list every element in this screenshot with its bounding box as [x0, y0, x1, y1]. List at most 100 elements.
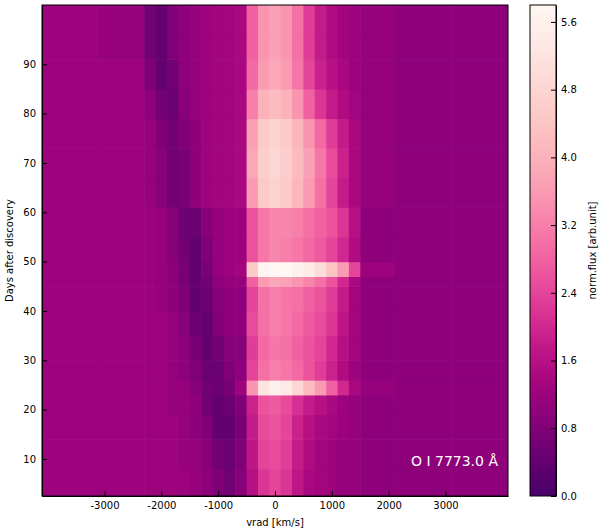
heatmap-cell — [360, 5, 395, 35]
heatmap-cell — [349, 439, 361, 469]
heatmap-cell — [212, 262, 224, 277]
heatmap-cell — [394, 5, 451, 35]
heatmap-cell — [338, 148, 350, 178]
tick-mark — [389, 491, 390, 496]
heatmap-cell — [156, 148, 168, 178]
heatmap-cell — [156, 311, 168, 336]
tick-label: 40 — [23, 306, 36, 317]
heatmap-cell — [303, 360, 315, 380]
heatmap-cell — [281, 178, 293, 208]
heatmap-cell — [338, 380, 350, 395]
heatmap-cell — [212, 178, 224, 208]
tick: 3.2 — [551, 220, 577, 231]
heatmap-cell — [292, 469, 304, 496]
heatmap-cell — [235, 5, 247, 35]
heatmap-cell — [247, 336, 259, 361]
heatmap-cell — [303, 276, 315, 286]
heatmap-cell — [99, 118, 145, 148]
heatmap-cell — [247, 276, 259, 286]
heatmap-cell — [349, 118, 361, 148]
tick-label: 70 — [23, 158, 36, 169]
heatmap-cell — [178, 311, 190, 336]
heatmap-cell — [212, 148, 224, 178]
heatmap-cell — [360, 178, 395, 208]
cells — [42, 5, 508, 496]
tick-mark — [218, 491, 219, 496]
heatmap-cell — [190, 286, 202, 311]
heatmap-cell — [326, 439, 338, 469]
tick: -2000 — [147, 491, 176, 511]
heatmap-cell — [190, 415, 202, 440]
heatmap-cell — [338, 395, 350, 415]
heatmap-cell — [212, 395, 224, 415]
heatmap-cell — [269, 59, 281, 89]
heatmap-cell — [167, 276, 179, 286]
heatmap-cell — [326, 148, 338, 178]
heatmap-cell — [167, 360, 179, 380]
heatmap-cell — [42, 360, 99, 380]
heatmap-cell — [349, 178, 361, 208]
heatmap-cell — [349, 360, 361, 380]
heatmap-cell — [42, 311, 99, 336]
heatmap-cell — [99, 395, 145, 415]
heatmap-cell — [269, 276, 281, 286]
heatmap-cell — [42, 35, 99, 60]
heatmap-cell — [247, 415, 259, 440]
heatmap-cell — [394, 89, 451, 119]
heatmap-cell — [451, 89, 508, 119]
heatmap-cell — [338, 276, 350, 286]
heatmap-cell — [156, 262, 168, 277]
heatmap-cell — [281, 262, 293, 277]
plot-frame — [42, 5, 508, 496]
heatmap-cell — [235, 148, 247, 178]
heatmap-cell — [360, 336, 395, 361]
heatmap-cell — [190, 148, 202, 178]
heatmap-cell — [156, 380, 168, 395]
heatmap-cell — [212, 311, 224, 336]
heatmap-cell — [144, 178, 156, 208]
heatmap-cell — [224, 286, 236, 311]
tick: 70 — [23, 158, 47, 169]
heatmap-cell — [156, 395, 168, 415]
heatmap-cell — [315, 35, 327, 60]
heatmap-cell — [349, 5, 361, 35]
heatmap-cell — [315, 360, 327, 380]
heatmap-cell — [451, 237, 508, 262]
heatmap-cell — [349, 59, 361, 89]
heatmap-cell — [338, 360, 350, 380]
heatmap-cell — [292, 439, 304, 469]
tick: 1000 — [320, 491, 345, 511]
annotation: O I 7773.0 Å — [411, 453, 498, 469]
heatmap-cell — [167, 286, 179, 311]
heatmap-cell — [42, 415, 99, 440]
heatmap-cell — [178, 207, 190, 237]
tick-label: 3.2 — [561, 220, 577, 231]
heatmap-cell — [315, 207, 327, 237]
heatmap-cell — [315, 178, 327, 208]
heatmap-cell — [292, 395, 304, 415]
heatmap-cell — [167, 336, 179, 361]
heatmap-cell — [201, 178, 213, 208]
heatmap-cell — [315, 469, 327, 496]
heatmap-cell — [99, 469, 145, 496]
heatmap-cell — [349, 380, 361, 395]
heatmap-cell — [144, 207, 156, 237]
heatmap-cell — [326, 360, 338, 380]
tick-label: 1000 — [320, 500, 345, 511]
heatmap-cell — [349, 148, 361, 178]
heatmap-cell — [394, 207, 451, 237]
tick: 60 — [23, 207, 47, 218]
heatmap-cell — [338, 286, 350, 311]
heatmap-cell — [99, 35, 145, 60]
heatmap-cell — [303, 207, 315, 237]
heatmap-cell — [247, 35, 259, 60]
heatmap-cell — [394, 237, 451, 262]
heatmap-cell — [315, 148, 327, 178]
heatmap-cell — [190, 35, 202, 60]
heatmap-cell — [303, 439, 315, 469]
heatmap-cell — [451, 336, 508, 361]
heatmap-cell — [451, 415, 508, 440]
tick-label: 2000 — [376, 500, 401, 511]
heatmap-cell — [394, 415, 451, 440]
heatmap-cell — [292, 415, 304, 440]
